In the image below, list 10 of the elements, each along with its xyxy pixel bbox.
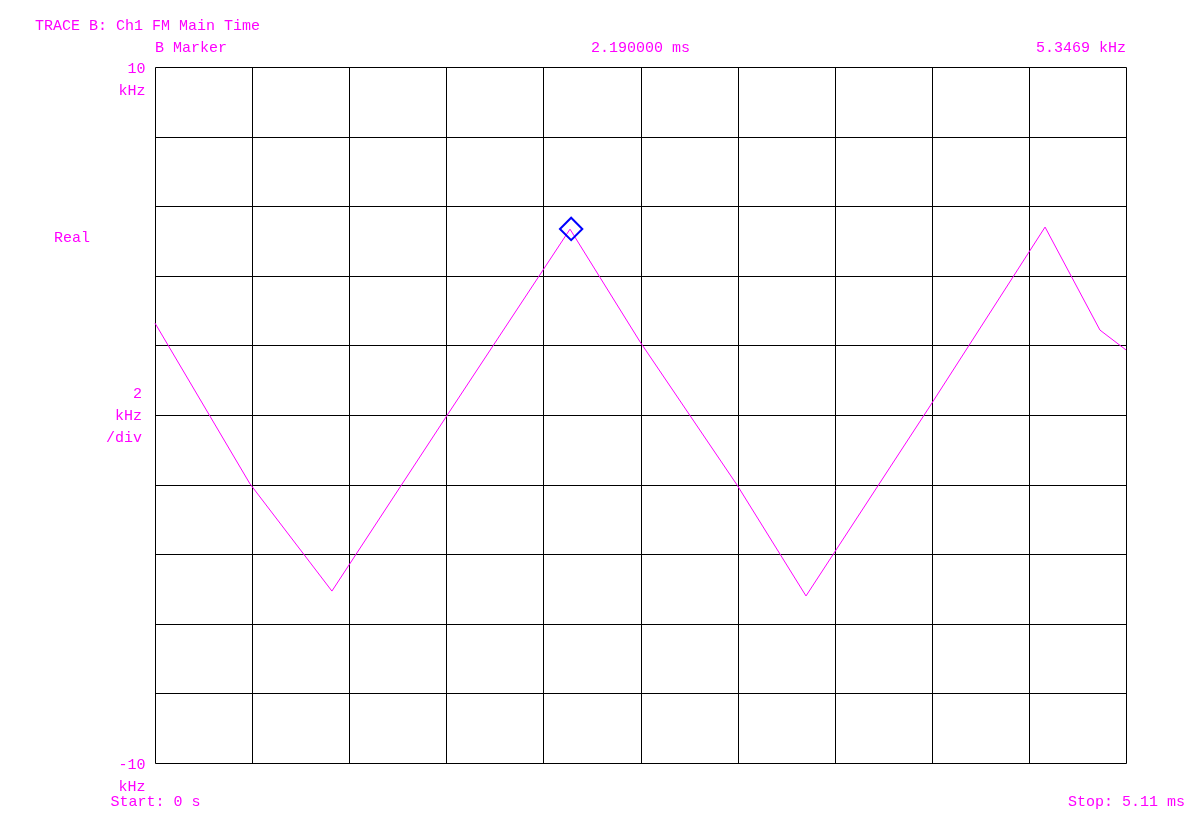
- y-tick-label: 10 kHz: [118, 60, 146, 100]
- y-tick-label: -10 kHz: [118, 756, 146, 796]
- chart-title: TRACE B: Ch1 FM Main Time: [35, 18, 261, 35]
- text: 2.190000 ms: [590, 40, 691, 57]
- text: 5.3469 kHz: [1035, 40, 1126, 57]
- x-tick-label: Start: 0 s: [110, 793, 201, 811]
- y-axis-title: 2 kHz /div: [105, 386, 142, 447]
- x-tick-label: Stop: 5.11 ms: [1067, 793, 1186, 811]
- text: Real: [53, 230, 90, 247]
- text: B Marker: [155, 40, 228, 57]
